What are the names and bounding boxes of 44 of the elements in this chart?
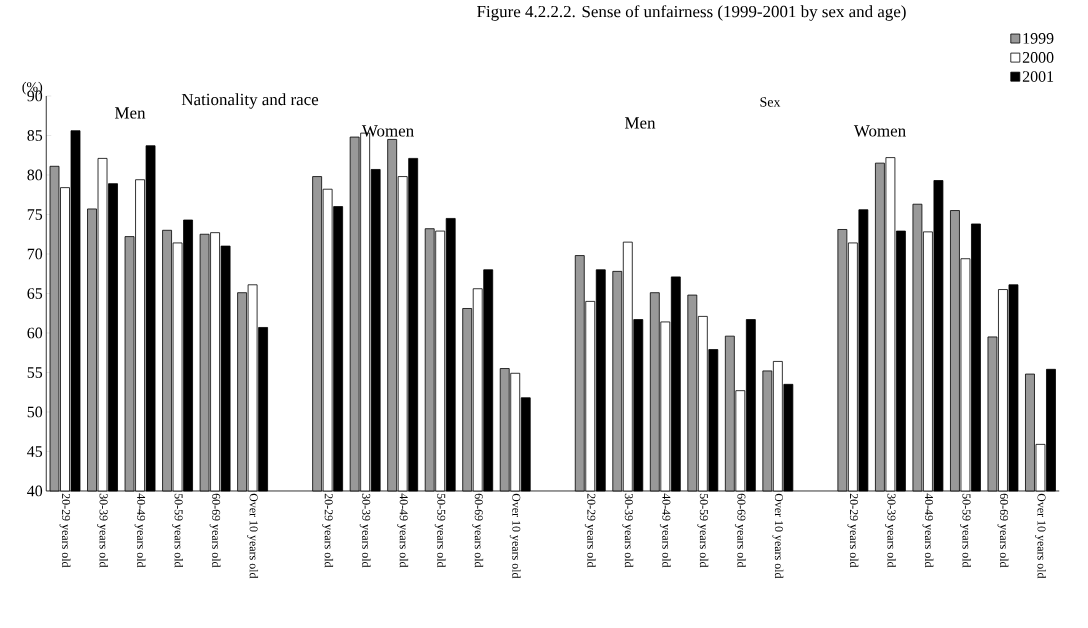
annotation: Sex: [760, 97, 781, 107]
x-tick-label: 50-59 years old: [434, 493, 446, 568]
x-tick-label: 30-39 years old: [359, 493, 371, 568]
x-tick-label: Over 10 years old: [772, 493, 784, 579]
x-tick-label: 60-69 years old: [209, 493, 221, 568]
annotation: Men: [114, 107, 146, 119]
x-tick-label: Over 10 years old: [509, 493, 521, 579]
x-tick-label: 30-39 years old: [884, 493, 896, 568]
y-tick-label: 85: [27, 130, 43, 141]
y-tick-label: 40: [27, 485, 43, 497]
x-tick-label: 60-69 years old: [472, 493, 484, 568]
y-tick-label: 80: [27, 169, 43, 181]
x-tick-label: 50-59 years old: [172, 493, 183, 568]
x-tick-label: 20-29 years old: [584, 493, 596, 568]
x-tick-label: 30-39 years old: [97, 493, 108, 568]
legend-label: 2001: [1022, 71, 1054, 82]
y-tick-label: 55: [27, 367, 43, 378]
x-tick-label: 50-59 years old: [960, 493, 971, 568]
annotation: Men: [624, 117, 656, 129]
x-tick-label: Over 10 years old: [1035, 493, 1046, 579]
y-tick-label: 45: [27, 446, 43, 457]
x-tick-label: 20-29 years old: [322, 493, 334, 568]
legend-label: 2000: [1022, 52, 1054, 63]
x-tick-label: 60-69 years old: [734, 493, 746, 568]
x-tick-label: 20-29 years old: [59, 493, 71, 568]
x-tick-label: 60-69 years old: [997, 493, 1009, 568]
x-tick-label: 30-39 years old: [622, 493, 634, 568]
y-tick-label: 65: [27, 288, 43, 299]
x-tick-label: 40-49 years old: [659, 493, 671, 568]
x-tick-label: 20-29 years old: [847, 493, 859, 568]
x-tick-label: 40-49 years old: [922, 493, 934, 568]
y-tick-label: 60: [27, 327, 43, 339]
chart-title: Figure 4.2.2.2. Sense of unfairness (1999-2001 by sex and age): [477, 5, 906, 21]
annotation: Women: [853, 125, 906, 137]
x-tick-label: Over 10 years old: [247, 493, 259, 579]
legend-label: 1999: [1023, 33, 1054, 44]
annotation: Nationality and race: [181, 93, 319, 109]
y-tick-label: 70: [27, 248, 43, 260]
y-tick-label: 75: [27, 209, 43, 220]
annotation: Women: [361, 125, 414, 137]
y-tick-label: 50: [27, 406, 43, 418]
x-tick-label: 40-49 years old: [134, 493, 146, 568]
x-tick-label: 40-49 years old: [397, 493, 409, 568]
x-tick-label: 50-59 years old: [697, 493, 709, 568]
